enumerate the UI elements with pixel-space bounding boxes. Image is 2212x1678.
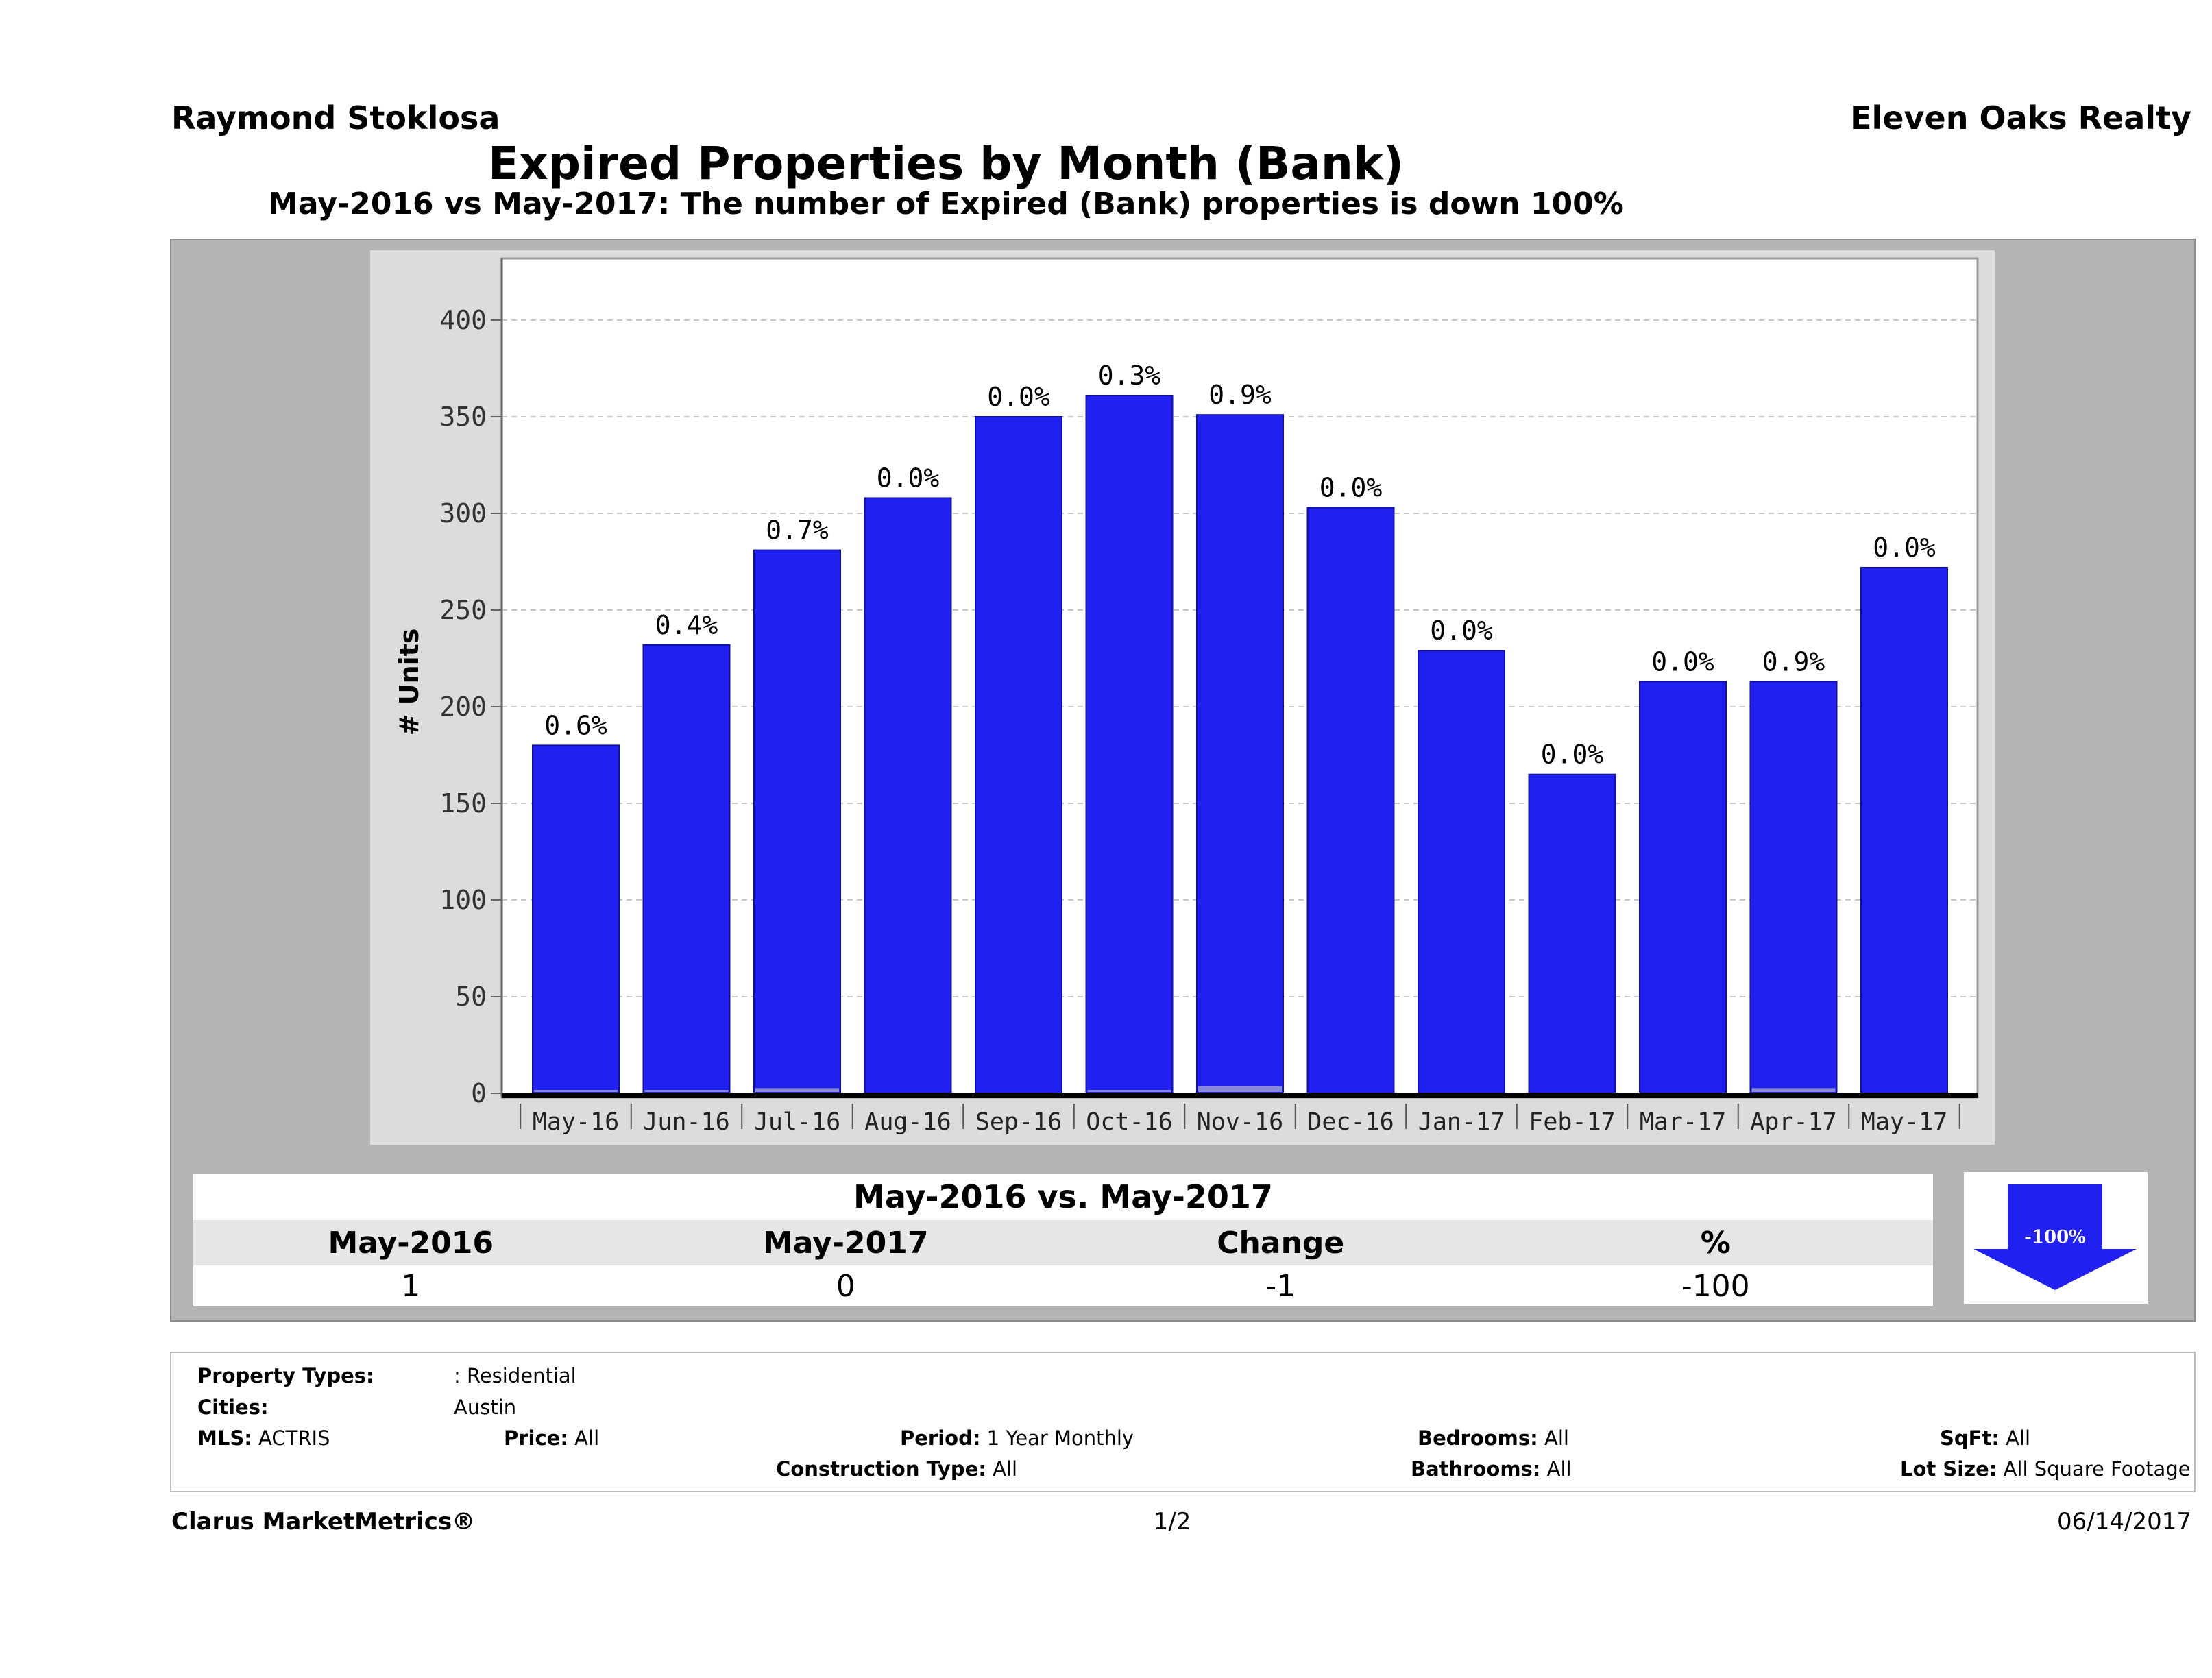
data-label: 0.7% — [766, 515, 829, 546]
filter-value: ACTRIS — [258, 1426, 330, 1450]
x-tick-label: Oct-16 — [1086, 1108, 1172, 1136]
data-label: 0.0% — [1430, 616, 1493, 646]
bar — [1418, 650, 1505, 1094]
bank-bar — [1198, 1086, 1282, 1092]
y-tick-label: 100 — [439, 885, 487, 915]
y-tick-label: 350 — [439, 402, 487, 432]
bar — [1085, 394, 1174, 1095]
filter-panel: Property Types: : Residential Cities: Au… — [170, 1352, 2196, 1492]
comparison-title: May-2016 vs. May-2017 — [193, 1174, 1933, 1220]
comparison-header-cell: May-2016 — [328, 1225, 494, 1261]
bank-bar — [1087, 1090, 1171, 1092]
filter-value: : Residential — [454, 1364, 576, 1387]
data-label: 0.0% — [1320, 473, 1383, 503]
change-percent-label: -100% — [2024, 1227, 2086, 1248]
filter-label: Price: — [504, 1426, 568, 1450]
data-label: 0.0% — [987, 382, 1050, 412]
filter-value: All Square Footage — [2003, 1457, 2191, 1481]
y-tick-label: 400 — [439, 305, 487, 335]
data-label: 0.9% — [1208, 380, 1272, 410]
bank-bar — [1751, 1088, 1836, 1092]
bar — [1528, 773, 1616, 1094]
x-tick-label: Jun-16 — [643, 1108, 729, 1136]
agent-name: Raymond Stoklosa — [171, 99, 500, 136]
filter-label: Cities: — [197, 1396, 269, 1419]
bar — [975, 416, 1062, 1094]
filter-label: Lot Size: — [1900, 1457, 1997, 1481]
bar — [1860, 566, 1948, 1094]
bar — [1196, 414, 1284, 1094]
filter-value: All — [2006, 1426, 2031, 1450]
report-date: 06/14/2017 — [2057, 1508, 2191, 1535]
bar-chart: 0 50 100 150 200 250 300 350 400 # Units 0.6% May-1… — [394, 257, 1979, 1136]
filter-label: Bedrooms: — [1418, 1426, 1538, 1450]
data-label: 0.9% — [1762, 646, 1825, 677]
data-label: 0.0% — [1541, 740, 1604, 770]
comparison-value-cell: 0 — [836, 1268, 855, 1304]
filter-value: Austin — [454, 1396, 517, 1419]
bank-bar — [644, 1090, 729, 1092]
y-tick-label: 250 — [439, 595, 487, 625]
bar — [753, 549, 841, 1094]
x-tick-label: Mar-17 — [1640, 1108, 1726, 1136]
filter-label: MLS: — [197, 1426, 252, 1450]
chart-title: Expired Properties by Month (Bank) — [488, 137, 1404, 190]
data-label: 0.0% — [877, 463, 940, 493]
filter-label: Construction Type: — [776, 1457, 986, 1481]
page-number: 1/2 — [1153, 1508, 1191, 1535]
comparison-header-cell: May-2017 — [762, 1225, 929, 1261]
bar — [642, 644, 731, 1094]
y-tick-label: 0 — [471, 1078, 487, 1108]
down-arrow-shape — [1973, 1184, 2137, 1290]
bar — [1639, 681, 1727, 1094]
comparison-title-text: May-2016 vs. May-2017 — [853, 1178, 1273, 1215]
comparison-header-cell: Change — [1217, 1225, 1345, 1261]
comparison-header-cell: % — [1700, 1225, 1731, 1261]
data-label: 0.0% — [1651, 646, 1714, 677]
x-tick-label: Dec-16 — [1307, 1108, 1394, 1136]
y-tick-label: 300 — [439, 498, 487, 528]
x-tick-label: May-17 — [1861, 1108, 1947, 1136]
x-tick-label: Jul-16 — [754, 1108, 840, 1136]
filter-label: Period: — [900, 1426, 981, 1450]
filter-value: 1 Year Monthly — [986, 1426, 1134, 1450]
y-tick-label: 50 — [455, 982, 487, 1012]
filter-value: All — [1546, 1457, 1572, 1481]
x-tick-label: Nov-16 — [1197, 1108, 1283, 1136]
down-arrow-icon: -100% — [1973, 1184, 2137, 1290]
y-axis-title: # Units — [394, 629, 424, 736]
bank-bar — [755, 1088, 839, 1092]
y-tick-label: 200 — [439, 692, 487, 722]
x-tick-label: May-16 — [533, 1108, 619, 1136]
comparison-value-cell: -100 — [1681, 1268, 1750, 1304]
filter-label: Property Types: — [197, 1364, 374, 1387]
x-tick-label: Apr-17 — [1750, 1108, 1836, 1136]
x-tick-label: Aug-16 — [864, 1108, 951, 1136]
x-tick-label: Jan-17 — [1418, 1108, 1505, 1136]
bar — [1749, 681, 1838, 1094]
bank-bar — [534, 1090, 618, 1092]
chart-subtitle: May-2016 vs May-2017: The number of Expi… — [268, 186, 1624, 221]
data-label: 0.6% — [544, 710, 607, 740]
comparison-header-row: May-2016 May-2017 Change % — [193, 1220, 1933, 1265]
filter-value: All — [574, 1426, 600, 1450]
filter-value: All — [993, 1457, 1018, 1481]
data-label: 0.3% — [1098, 361, 1161, 391]
data-label: 0.0% — [1873, 533, 1936, 563]
footer-brand: Clarus MarketMetrics® — [171, 1508, 476, 1535]
filter-label: Bathrooms: — [1411, 1457, 1541, 1481]
bar — [1306, 507, 1395, 1095]
y-tick-label: 150 — [439, 788, 487, 818]
comparison-value-cell: 1 — [401, 1268, 421, 1304]
bar — [532, 744, 620, 1095]
x-tick-label: Feb-17 — [1529, 1108, 1615, 1136]
company-name: Eleven Oaks Realty — [1850, 99, 2191, 136]
filter-value: All — [1544, 1426, 1569, 1450]
comparison-value-cell: -1 — [1265, 1268, 1296, 1304]
comparison-value-row: 1 0 -1 -100 — [193, 1265, 1933, 1306]
x-tick-label: Sep-16 — [975, 1108, 1062, 1136]
data-label: 0.4% — [655, 610, 718, 640]
filter-label: SqFt: — [1940, 1426, 2000, 1450]
bar — [864, 497, 952, 1094]
